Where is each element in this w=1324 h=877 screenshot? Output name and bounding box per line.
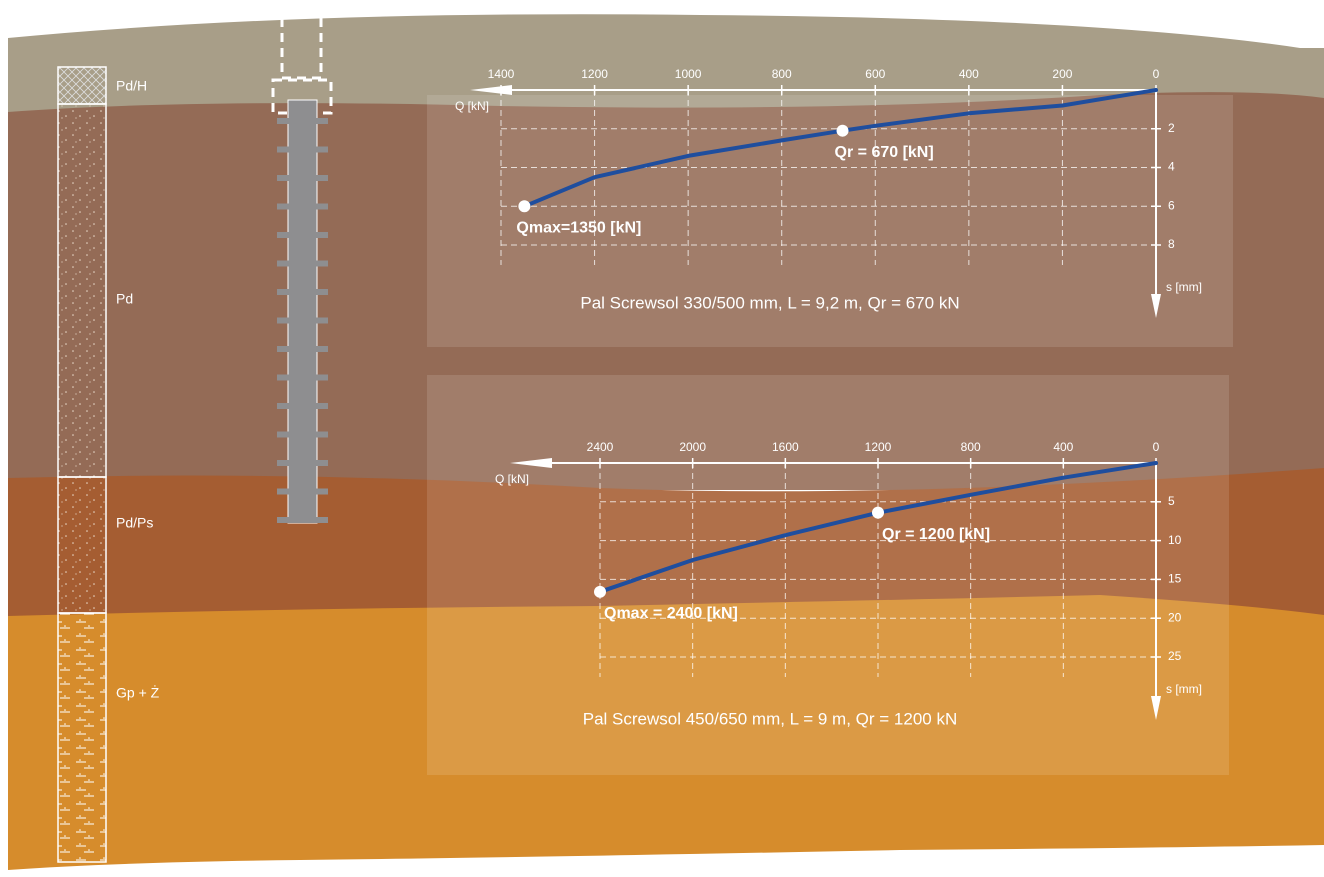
pile (271, 10, 333, 524)
chart-panel (427, 95, 1233, 347)
pile-thread (277, 118, 328, 124)
y-axis-label: s [mm] (1166, 280, 1202, 294)
y-tick-label: 8 (1168, 237, 1175, 251)
pile-thread (277, 374, 328, 381)
x-tick-label: 200 (1052, 67, 1072, 81)
y-axis-arrow (1151, 696, 1161, 720)
x-tick-label: 0 (1153, 440, 1160, 454)
soil-label: Gp + Ż (116, 684, 160, 701)
pile-thread (277, 488, 328, 495)
pile-thread (277, 289, 328, 295)
curve-point (836, 124, 849, 137)
x-tick-label: 1000 (675, 67, 702, 81)
x-tick-label: 600 (865, 67, 885, 81)
pile-thread (277, 203, 328, 210)
chart-caption: Pal Screwsol 450/650 mm, L = 9 m, Qr = 1… (583, 709, 957, 728)
pile-thread (277, 431, 328, 438)
x-tick-label: 400 (1053, 440, 1073, 454)
x-tick-label: 1200 (581, 67, 608, 81)
y-tick-label: 5 (1168, 494, 1175, 508)
curve-point (594, 585, 606, 598)
x-tick-label: 400 (959, 67, 979, 81)
pile-thread (277, 175, 328, 181)
point-label: Qmax=1350 [kN] (516, 219, 641, 236)
pile-thread (277, 232, 328, 238)
pile-thread (277, 403, 328, 409)
y-axis-label: s [mm] (1166, 682, 1202, 696)
y-tick-label: 25 (1168, 649, 1182, 663)
x-tick-label: 2400 (587, 440, 614, 454)
x-tick-label: 1600 (772, 440, 799, 454)
y-axis-arrow (1151, 294, 1161, 318)
x-axis-arrow (510, 458, 552, 468)
y-tick-label: 2 (1168, 121, 1175, 135)
pile-thread (277, 517, 328, 523)
y-tick-label: 6 (1168, 198, 1175, 212)
soil-label: Pd/H (116, 78, 147, 94)
point-label: Qr = 1200 [kN] (882, 526, 990, 543)
chart-panel (427, 375, 1229, 775)
x-axis-label: Q [kN] (455, 99, 489, 113)
x-tick-label: 800 (961, 440, 981, 454)
pile-thread (277, 346, 328, 352)
soil-column (57, 66, 107, 863)
chart-caption: Pal Screwsol 330/500 mm, L = 9,2 m, Qr =… (580, 293, 959, 312)
soil-label: Pd/Ps (116, 515, 153, 531)
point-label: Qr = 670 [kN] (835, 144, 934, 161)
pile-thread (277, 146, 328, 153)
x-tick-label: 0 (1153, 67, 1160, 81)
y-tick-label: 15 (1168, 572, 1182, 586)
pile-thread (277, 260, 328, 267)
x-tick-label: 1200 (865, 440, 892, 454)
curve-point (872, 506, 884, 519)
pile-thread (277, 317, 328, 324)
x-tick-label: 800 (772, 67, 792, 81)
y-tick-label: 20 (1168, 610, 1182, 624)
x-tick-label: 2000 (679, 440, 706, 454)
x-tick-label: 1400 (488, 67, 515, 81)
soil-label: Pd (116, 291, 133, 307)
curve-point (518, 200, 531, 213)
point-label: Qmax = 2400 [kN] (604, 605, 738, 622)
y-tick-label: 4 (1168, 160, 1175, 174)
soil-background (8, 14, 1324, 870)
y-tick-label: 10 (1168, 533, 1182, 547)
pile-thread (277, 460, 328, 466)
x-axis-label: Q [kN] (495, 472, 529, 486)
